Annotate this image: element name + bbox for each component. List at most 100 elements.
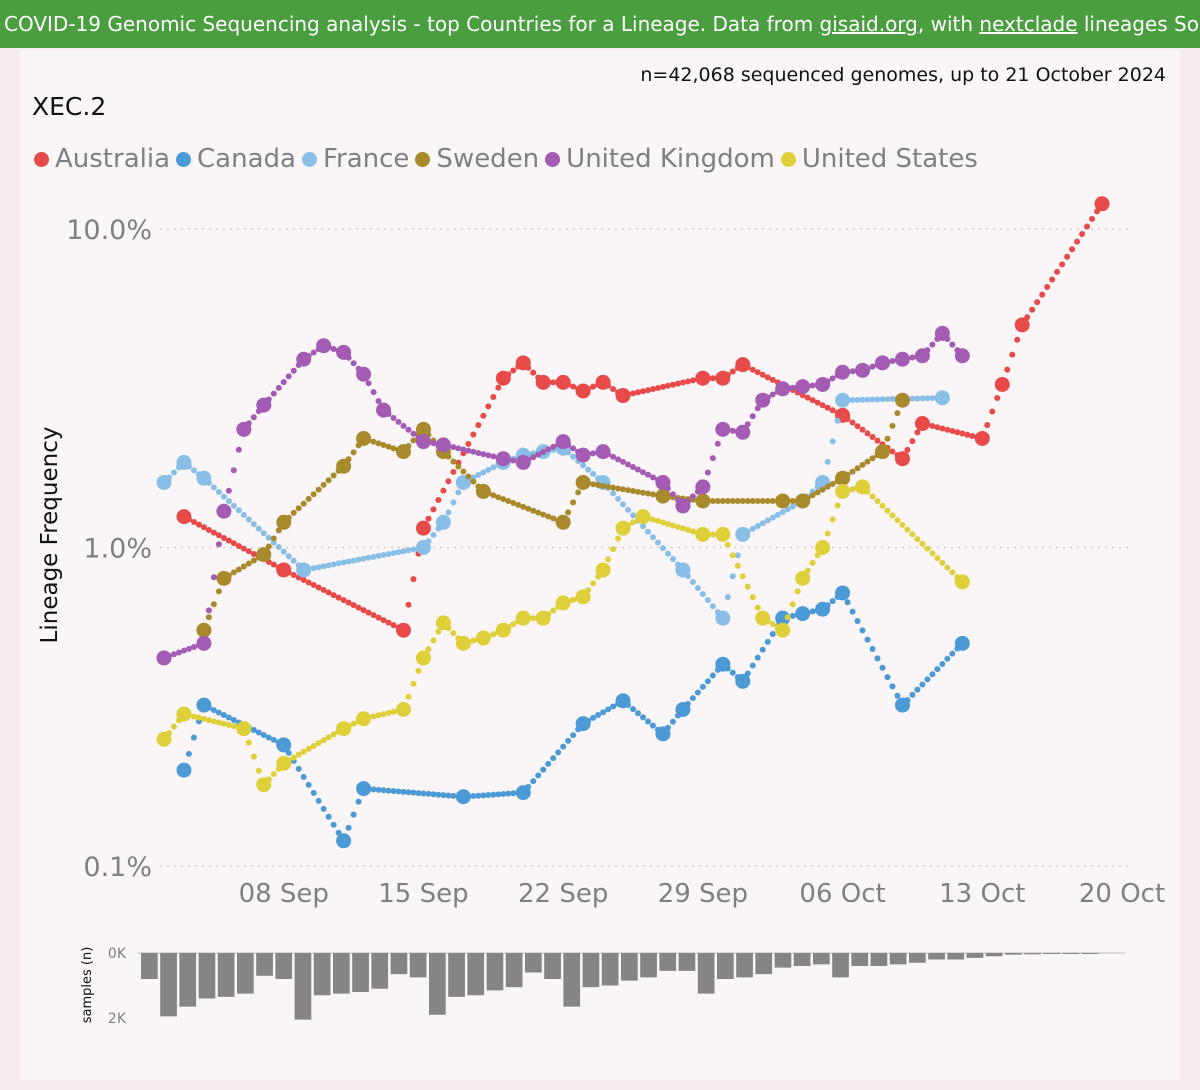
- data-point-united-kingdom[interactable]: [655, 474, 671, 490]
- data-point-united-kingdom[interactable]: [875, 355, 890, 371]
- sample-bar[interactable]: [1081, 953, 1099, 954]
- sample-bar[interactable]: [409, 953, 427, 978]
- data-point-australia[interactable]: [735, 357, 751, 373]
- sample-bar[interactable]: [1043, 953, 1061, 954]
- data-point-united-kingdom[interactable]: [316, 338, 332, 354]
- data-point-united-states[interactable]: [236, 721, 252, 737]
- sample-bar[interactable]: [755, 953, 773, 975]
- sample-bar[interactable]: [582, 953, 600, 988]
- data-point-canada[interactable]: [954, 635, 970, 651]
- data-point-australia[interactable]: [535, 374, 551, 390]
- sample-bar[interactable]: [870, 953, 888, 966]
- data-point-australia[interactable]: [555, 374, 571, 390]
- data-point-australia[interactable]: [176, 509, 192, 525]
- data-point-united-states[interactable]: [495, 622, 511, 638]
- sample-bar[interactable]: [774, 953, 792, 968]
- data-point-united-states[interactable]: [635, 509, 651, 525]
- data-point-france[interactable]: [934, 390, 950, 406]
- data-point-canada[interactable]: [715, 656, 731, 672]
- data-point-sweden[interactable]: [575, 474, 591, 490]
- data-point-united-states[interactable]: [156, 731, 172, 747]
- sample-bar[interactable]: [544, 953, 561, 979]
- sample-bar[interactable]: [505, 953, 523, 988]
- sample-bar[interactable]: [390, 953, 408, 975]
- data-point-sweden[interactable]: [396, 444, 411, 460]
- data-point-france[interactable]: [296, 562, 312, 578]
- sample-bar[interactable]: [294, 953, 312, 1020]
- data-point-sweden[interactable]: [276, 514, 292, 530]
- data-point-france[interactable]: [415, 540, 431, 555]
- data-point-canada[interactable]: [515, 785, 531, 801]
- sample-bar[interactable]: [640, 953, 657, 978]
- data-point-united-kingdom[interactable]: [715, 421, 731, 437]
- data-point-united-states[interactable]: [475, 630, 491, 646]
- sample-bar[interactable]: [1062, 953, 1080, 954]
- legend-item-australia[interactable]: Australia: [34, 144, 170, 174]
- data-point-canada[interactable]: [815, 601, 831, 617]
- sample-bar[interactable]: [256, 953, 273, 976]
- data-point-france[interactable]: [176, 454, 192, 470]
- data-point-united-kingdom[interactable]: [336, 344, 352, 360]
- data-point-canada[interactable]: [775, 610, 791, 626]
- data-point-australia[interactable]: [1014, 317, 1030, 333]
- data-point-united-kingdom[interactable]: [156, 650, 172, 666]
- data-point-united-kingdom[interactable]: [755, 392, 771, 408]
- legend-item-france[interactable]: France: [301, 144, 409, 174]
- data-point-canada[interactable]: [735, 673, 751, 689]
- data-point-sweden[interactable]: [356, 430, 372, 446]
- data-point-united-kingdom[interactable]: [855, 362, 871, 378]
- data-point-france[interactable]: [156, 474, 172, 490]
- sample-bar[interactable]: [141, 953, 158, 979]
- data-point-sweden[interactable]: [775, 493, 791, 509]
- data-point-canada[interactable]: [835, 585, 851, 601]
- sample-bar[interactable]: [237, 953, 254, 994]
- data-point-france[interactable]: [715, 610, 731, 626]
- data-point-sweden[interactable]: [795, 493, 811, 509]
- data-point-sweden[interactable]: [256, 547, 272, 563]
- data-point-united-kingdom[interactable]: [196, 635, 212, 651]
- sample-bar[interactable]: [352, 953, 369, 992]
- data-point-australia[interactable]: [595, 374, 611, 390]
- data-point-canada[interactable]: [455, 789, 471, 805]
- sample-bar[interactable]: [793, 953, 811, 966]
- sample-bar[interactable]: [429, 953, 446, 1015]
- data-point-canada[interactable]: [615, 693, 631, 709]
- data-point-united-kingdom[interactable]: [695, 479, 711, 495]
- data-point-united-states[interactable]: [396, 702, 411, 718]
- sample-bar[interactable]: [313, 953, 331, 996]
- data-point-australia[interactable]: [396, 622, 411, 638]
- data-point-canada[interactable]: [196, 697, 212, 713]
- sample-bar[interactable]: [333, 953, 350, 994]
- data-point-united-kingdom[interactable]: [575, 447, 591, 463]
- legend-item-united-kingdom[interactable]: United Kingdom: [545, 144, 775, 174]
- gisaid-link[interactable]: gisaid.org: [819, 12, 918, 36]
- data-point-united-kingdom[interactable]: [675, 498, 691, 514]
- sample-bar[interactable]: [717, 953, 734, 979]
- data-point-united-kingdom[interactable]: [236, 421, 252, 437]
- sample-bar[interactable]: [659, 953, 677, 971]
- data-point-united-states[interactable]: [435, 615, 451, 631]
- sample-bar[interactable]: [678, 953, 696, 971]
- data-point-australia[interactable]: [974, 430, 990, 446]
- data-point-united-kingdom[interactable]: [914, 348, 930, 364]
- data-point-australia[interactable]: [994, 376, 1010, 392]
- data-point-united-kingdom[interactable]: [735, 424, 751, 440]
- data-point-united-states[interactable]: [835, 483, 851, 499]
- data-point-united-kingdom[interactable]: [376, 402, 392, 418]
- data-point-canada[interactable]: [795, 606, 811, 622]
- sample-bar[interactable]: [813, 953, 830, 965]
- data-point-united-kingdom[interactable]: [495, 451, 511, 467]
- data-point-united-states[interactable]: [715, 526, 731, 542]
- data-point-united-states[interactable]: [356, 711, 372, 727]
- data-point-australia[interactable]: [914, 416, 930, 432]
- data-point-france[interactable]: [196, 470, 212, 486]
- data-point-australia[interactable]: [495, 370, 511, 386]
- data-point-united-kingdom[interactable]: [555, 434, 571, 450]
- data-point-sweden[interactable]: [415, 421, 431, 437]
- data-point-united-states[interactable]: [575, 589, 591, 605]
- data-point-united-kingdom[interactable]: [415, 434, 431, 450]
- sample-bar[interactable]: [966, 953, 984, 958]
- data-point-united-states[interactable]: [695, 526, 711, 542]
- data-point-australia[interactable]: [715, 370, 731, 386]
- data-point-sweden[interactable]: [695, 493, 711, 509]
